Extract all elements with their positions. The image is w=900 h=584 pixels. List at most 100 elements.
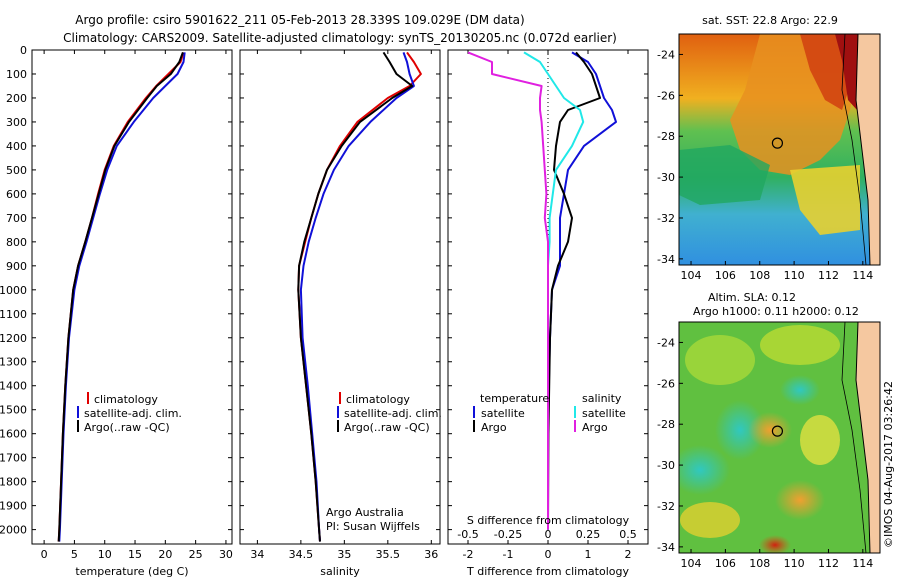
map-lon-label: 110 <box>784 557 805 570</box>
s-difference-tick-label: 0.25 <box>576 528 601 541</box>
depth-tick-label: 1800 <box>0 476 27 489</box>
map-lat-label: -24 <box>657 48 675 61</box>
sla-cyan-region <box>679 445 730 495</box>
legend-label-argo: Argo(..raw -QC) <box>344 421 430 434</box>
legend-label-s-satellite: satellite <box>582 407 626 420</box>
sla-yellow-region <box>760 325 840 365</box>
sla-argo-marker <box>771 425 784 437</box>
difference-line-s-argo <box>467 51 549 530</box>
sst-isobath <box>841 34 867 265</box>
temperature-panel-frame <box>31 49 233 545</box>
argo-australia-label: Argo Australia <box>326 506 404 519</box>
salinity-series <box>297 51 422 542</box>
sla-yellow-region <box>800 415 840 465</box>
depth-tick-label: 1100 <box>0 308 27 321</box>
depth-tick-label: 800 <box>6 236 27 249</box>
salinity-tick-label: 34 <box>250 548 264 561</box>
s-difference-tick-label: 0.5 <box>619 528 637 541</box>
sla-map-axes: 104 106 108 110 112 114 -24 -26 -28 -30 -32 -34 <box>657 336 873 570</box>
t-difference-tick-label: -2 <box>463 548 474 561</box>
salinity-tick-label: 35.5 <box>376 548 401 561</box>
map-lat-label: -28 <box>657 130 675 143</box>
salinity-panel-frame <box>239 49 441 545</box>
depth-tick-label: 1300 <box>0 356 27 369</box>
temperature-legend: climatology satellite-adj. clim. Argo(..… <box>77 392 182 434</box>
sla-map-frame <box>678 321 881 554</box>
sst-green-band <box>679 145 770 205</box>
s-difference-tick-label: -0.5 <box>457 528 478 541</box>
map-lon-label: 104 <box>681 269 702 282</box>
map-lon-label: 108 <box>749 557 770 570</box>
salinity-tick-label: 34.5 <box>289 548 314 561</box>
salinity-line-climatology <box>297 51 422 542</box>
sst-map-axes: 104 106 108 110 112 114 -24 -26 -28 -30 -32 -34 <box>657 48 873 282</box>
depth-tick-label: 100 <box>6 68 27 81</box>
temperature-tick-label: 5 <box>71 548 78 561</box>
difference-legend: temperature salinity satellite Argo sate… <box>473 392 626 434</box>
difference-axis: -2 -1 0 1 2 -0.5 -0.25 0 0.25 0.5 <box>457 50 637 561</box>
sla-cyan-region <box>715 400 765 460</box>
depth-tick-label: 300 <box>6 116 27 129</box>
sla-red-region <box>759 535 791 553</box>
t-difference-tick-label: -1 <box>503 548 514 561</box>
temperature-axis: 0 5 10 15 20 25 30 <box>41 50 233 561</box>
map-lon-label: 108 <box>749 269 770 282</box>
map-lon-label: 112 <box>818 269 839 282</box>
sst-coastal-hot <box>835 34 862 110</box>
temperature-series <box>57 52 186 542</box>
legend-title-temperature: temperature <box>480 392 549 405</box>
depth-tick-label: 1900 <box>0 500 27 513</box>
depth-axis: 0 100 200 300 400 500 600 700 800 900 1000 1100 1200… <box>0 44 648 537</box>
sst-coastline <box>855 34 871 265</box>
legend-title-salinity: salinity <box>582 392 622 405</box>
temperature-tick-label: 20 <box>158 548 172 561</box>
depth-tick-label: 1500 <box>0 404 27 417</box>
depth-tick-label: 1200 <box>0 332 27 345</box>
pi-label: PI: Susan Wijffels <box>326 520 420 533</box>
temperature-axis-label: temperature (deg C) <box>75 565 188 578</box>
depth-tick-label: 0 <box>20 44 27 57</box>
temperature-tick-label: 30 <box>219 548 233 561</box>
sst-map-title: sat. SST: 22.8 Argo: 22.9 <box>702 14 838 27</box>
depth-tick-label: 900 <box>6 260 27 273</box>
depth-tick-label: 200 <box>6 92 27 105</box>
map-lat-label: -34 <box>657 253 675 266</box>
sla-map-subtitle: Argo h1000: 0.11 h2000: 0.12 <box>693 305 859 318</box>
temperature-line-satellite-adj-clim- <box>58 52 186 542</box>
temperature-tick-label: 0 <box>41 548 48 561</box>
salinity-tick-label: 36 <box>424 548 438 561</box>
legend-label-argo: Argo(..raw -QC) <box>84 421 170 434</box>
temperature-tick-label: 15 <box>128 548 142 561</box>
sst-map <box>679 34 880 265</box>
temperature-line-climatology <box>57 52 185 542</box>
temperature-tick-label: 25 <box>189 548 203 561</box>
s-difference-tick-label: -0.25 <box>494 528 522 541</box>
map-lat-label: -34 <box>657 541 675 554</box>
t-difference-tick-label: 1 <box>585 548 592 561</box>
sst-yellow-band <box>790 165 860 235</box>
map-lat-label: -30 <box>657 459 675 472</box>
map-lon-label: 110 <box>784 269 805 282</box>
sla-map <box>679 322 880 553</box>
map-lon-label: 104 <box>681 557 702 570</box>
sst-argo-marker <box>771 137 784 149</box>
map-lon-label: 106 <box>715 557 736 570</box>
s-difference-axis-label: S difference from climatology <box>467 514 630 527</box>
salinity-legend: climatology satellite-adj. clim. Argo(..… <box>337 392 442 434</box>
depth-tick-label: 500 <box>6 164 27 177</box>
difference-series <box>467 51 617 530</box>
depth-tick-label: 400 <box>6 140 27 153</box>
map-lat-label: -26 <box>657 377 675 390</box>
sst-land <box>856 34 880 265</box>
legend-label-satellite: satellite-adj. clim. <box>344 407 442 420</box>
map-lon-label: 112 <box>818 557 839 570</box>
depth-tick-label: 2000 <box>0 524 27 537</box>
s-difference-tick-label: 0 <box>545 528 552 541</box>
map-lat-label: -30 <box>657 171 675 184</box>
legend-label-climatology: climatology <box>346 393 410 406</box>
depth-tick-label: 1600 <box>0 428 27 441</box>
map-lat-label: -28 <box>657 418 675 431</box>
sla-yellow-region <box>680 502 740 538</box>
sla-map-title: Altim. SLA: 0.12 <box>708 291 796 304</box>
